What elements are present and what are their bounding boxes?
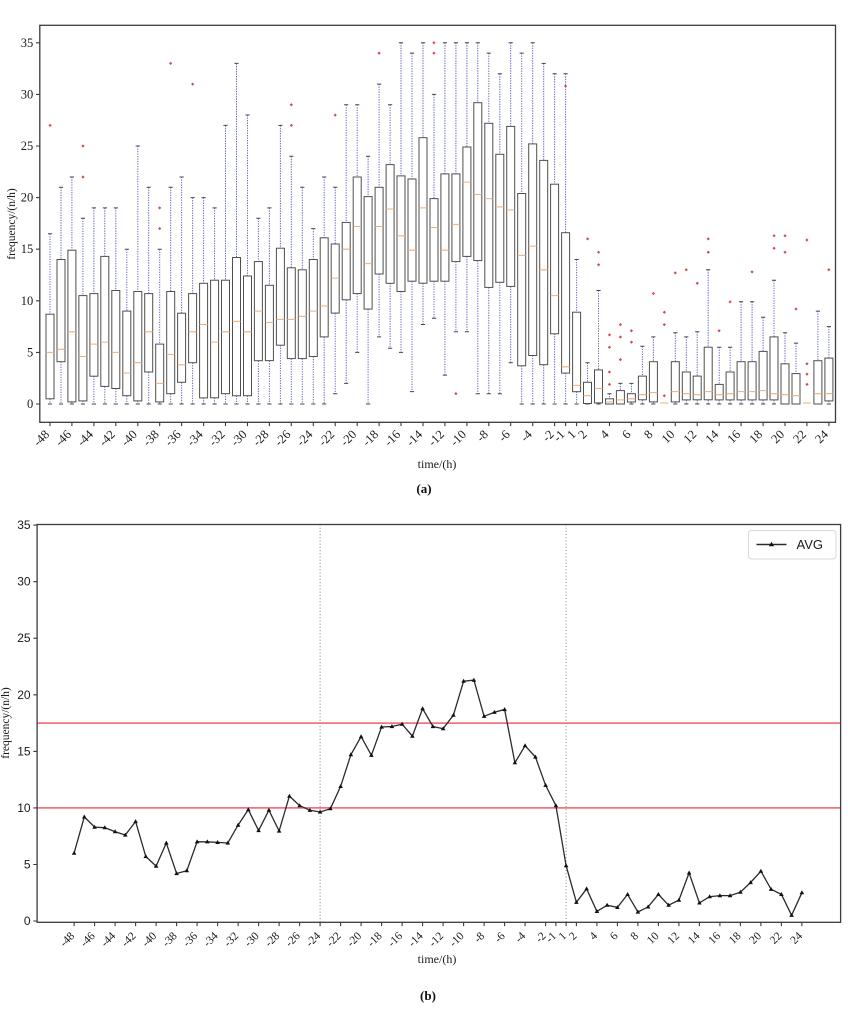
svg-text:10: 10: [21, 294, 34, 308]
svg-text:20: 20: [21, 191, 34, 205]
svg-text:AVG: AVG: [797, 537, 824, 552]
svg-text:5: 5: [27, 345, 33, 359]
svg-text:0: 0: [24, 914, 31, 928]
svg-text:10: 10: [17, 801, 31, 815]
svg-text:20: 20: [17, 688, 31, 702]
svg-text:15: 15: [21, 242, 34, 256]
svg-text:time/(h): time/(h): [418, 952, 457, 966]
svg-text:25: 25: [17, 631, 31, 645]
svg-text:30: 30: [17, 575, 31, 589]
svg-text:35: 35: [21, 36, 34, 50]
svg-text:time/(h): time/(h): [418, 457, 457, 471]
svg-text:25: 25: [21, 139, 34, 153]
svg-text:(b): (b): [420, 988, 436, 1003]
svg-text:30: 30: [21, 87, 34, 101]
svg-text:0: 0: [27, 397, 33, 411]
svg-text:frequency/(n/h): frequency/(n/h): [6, 188, 18, 260]
svg-text:35: 35: [17, 518, 31, 532]
svg-text:15: 15: [17, 744, 31, 758]
svg-text:5: 5: [24, 858, 31, 872]
svg-text:frequency/(n/h): frequency/(n/h): [0, 687, 12, 759]
svg-text:(a): (a): [416, 481, 431, 496]
